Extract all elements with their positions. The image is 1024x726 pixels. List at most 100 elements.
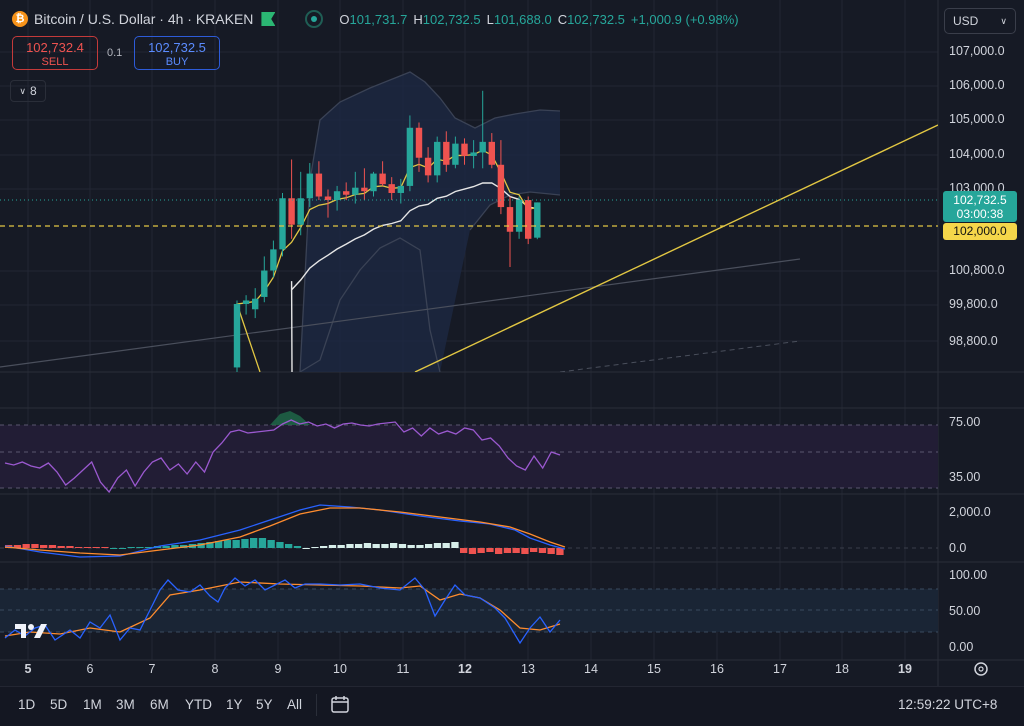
macd-histogram-bar [285, 544, 293, 548]
indicators-toggle-button[interactable]: ∨ 8 [10, 80, 46, 102]
candle-body[interactable] [370, 173, 377, 192]
axis-settings-icon[interactable] [974, 662, 988, 676]
sell-button[interactable]: 102,732.4 SELL [12, 36, 98, 70]
candle-body[interactable] [415, 127, 423, 158]
candle-body[interactable] [461, 143, 468, 156]
macd-histogram-bar [101, 547, 109, 548]
candle-body[interactable] [397, 185, 404, 193]
macd-histogram-bar [521, 548, 529, 554]
range-5y[interactable]: 5Y [256, 697, 273, 712]
macd-histogram-bar [136, 547, 144, 548]
candle-body[interactable] [497, 164, 505, 208]
time-tick: 19 [898, 662, 912, 676]
range-ytd[interactable]: YTD [185, 697, 212, 712]
candle-body[interactable] [470, 152, 477, 156]
close-key: C [557, 11, 568, 27]
currency-select[interactable]: USD ∨ [944, 8, 1016, 34]
open-value: 101,731.7 [349, 11, 408, 27]
time-tick: 16 [710, 662, 724, 676]
range-5d[interactable]: 5D [50, 697, 68, 712]
price-tick: 100,800.0 [949, 263, 1005, 277]
macd-histogram-bar [530, 548, 538, 552]
macd-histogram-bar [197, 543, 205, 548]
price-tick: 98,800.0 [949, 334, 998, 348]
candle-body[interactable] [252, 298, 259, 310]
candle-body[interactable] [261, 270, 268, 297]
candle-body[interactable] [270, 249, 277, 271]
price-tick: 105,000.0 [949, 112, 1005, 126]
timezone-clock[interactable]: 12:59:22 UTC+8 [898, 697, 998, 712]
macd-histogram-bar [416, 545, 424, 548]
sell-price: 102,732.4 [26, 40, 84, 55]
candle-body[interactable] [488, 141, 495, 165]
candle-body[interactable] [379, 173, 386, 185]
candle-body[interactable] [352, 187, 359, 195]
range-all[interactable]: All [287, 697, 303, 712]
stoch-tick: 0.00 [949, 640, 974, 654]
candle-body[interactable] [525, 200, 532, 239]
candle-body[interactable] [242, 300, 250, 304]
currency-value: USD [953, 14, 979, 28]
macd-histogram-bar [468, 548, 477, 554]
time-tick: 6 [87, 662, 94, 676]
range-1y[interactable]: 1Y [226, 697, 243, 712]
candle-body[interactable] [288, 198, 295, 225]
chevron-down-icon: ∨ [19, 85, 26, 96]
high-value: 102,732.5 [422, 11, 481, 27]
candle-body[interactable] [479, 141, 486, 153]
range-1d[interactable]: 1D [18, 697, 36, 712]
market-status-icon[interactable] [305, 10, 324, 28]
candle-body[interactable] [306, 173, 313, 199]
candle-body[interactable] [515, 200, 523, 232]
macd-histogram-bar [460, 548, 468, 553]
high-key: H [413, 11, 423, 27]
range-3m[interactable]: 3M [116, 697, 135, 712]
candle-body[interactable] [452, 143, 459, 165]
time-tick: 12 [458, 662, 472, 676]
candle-body[interactable] [434, 141, 441, 176]
time-tick: 18 [835, 662, 849, 676]
candle-body[interactable] [388, 184, 395, 193]
macd-histogram-bar [75, 547, 83, 548]
symbol-title[interactable]: Bitcoin / U.S. Dollar · 4h · KRAKEN [34, 11, 254, 27]
candle-body[interactable] [333, 191, 341, 201]
macd-histogram-bar [241, 539, 249, 548]
candle-body[interactable] [315, 173, 323, 197]
candle-body[interactable] [506, 207, 514, 232]
candle-body[interactable] [343, 191, 350, 195]
range-1m[interactable]: 1M [83, 697, 102, 712]
candle-body[interactable] [324, 196, 332, 201]
bottom-toolbar [0, 686, 1024, 726]
macd-histogram-bar [215, 541, 223, 548]
buy-price: 102,732.5 [148, 40, 206, 55]
chart-canvas[interactable]: 5 6 7 8 9 10 11 12 13 14 15 16 17 18 19 [0, 0, 1024, 686]
time-tick: 13 [521, 662, 535, 676]
calendar-icon[interactable] [330, 694, 350, 714]
candle-body[interactable] [443, 141, 450, 165]
candle-body[interactable] [424, 157, 432, 176]
time-tick: 15 [647, 662, 661, 676]
macd-histogram-bar [31, 544, 39, 548]
price-tick: 107,000.0 [949, 44, 1005, 58]
macd-histogram-bar [355, 544, 363, 548]
macd-histogram-bar [250, 538, 258, 548]
time-tick: 9 [275, 662, 282, 676]
macd-histogram-bar [547, 548, 555, 554]
candle-body[interactable] [233, 303, 241, 368]
candle-body[interactable] [279, 198, 286, 250]
candle-body[interactable] [406, 127, 414, 186]
range-6m[interactable]: 6M [150, 697, 169, 712]
macd-histogram-bar [433, 543, 442, 548]
macd-histogram-bar [40, 545, 48, 548]
candle-body[interactable] [297, 198, 304, 225]
macd-histogram-bar [425, 544, 433, 548]
buy-button[interactable]: 102,732.5 BUY [134, 36, 220, 70]
macd-histogram-bar [495, 548, 503, 554]
candle-body[interactable] [361, 187, 368, 192]
flag-icon[interactable] [261, 12, 276, 26]
change-value: +1,000.9 (+0.98%) [630, 11, 739, 27]
tradingview-logo-icon[interactable] [14, 620, 48, 642]
ohlc-values: O101,731.7 H102,732.5 L101,688.0 C102,73… [339, 12, 738, 27]
candle-body[interactable] [534, 202, 541, 238]
